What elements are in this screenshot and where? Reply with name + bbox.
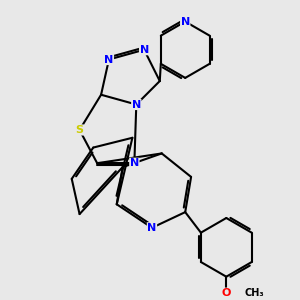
Text: N: N — [181, 16, 190, 27]
Text: N: N — [147, 223, 157, 233]
Text: N: N — [140, 45, 149, 55]
Text: N: N — [104, 55, 113, 64]
Text: CH₃: CH₃ — [245, 288, 264, 298]
Text: N: N — [130, 158, 139, 168]
Text: O: O — [222, 288, 231, 298]
Text: N: N — [132, 100, 141, 110]
Text: S: S — [76, 125, 84, 135]
